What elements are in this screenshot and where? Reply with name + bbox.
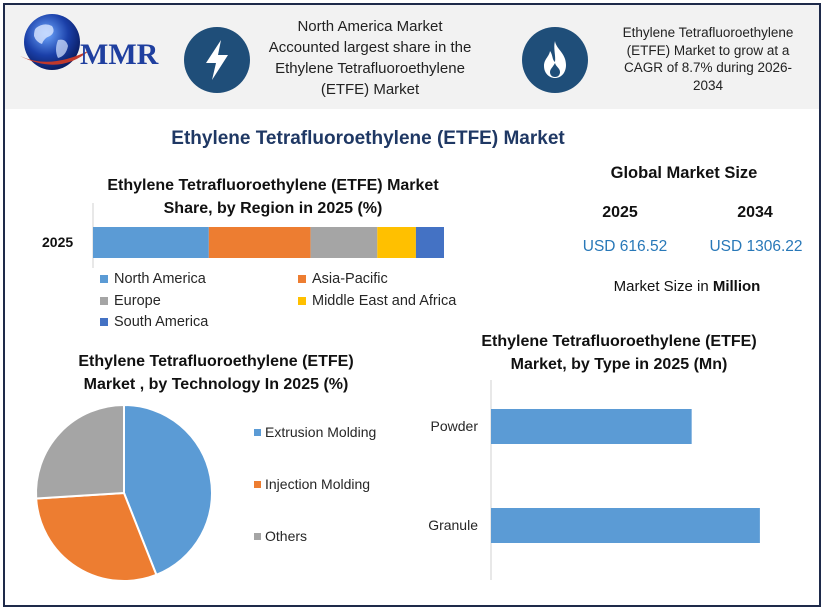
technology-legend-swatch [254, 481, 261, 488]
region-bar-segment [415, 227, 444, 258]
type-category-label: Powder [431, 418, 479, 434]
header-fact-cagr: Ethylene Tetrafluoroethylene (ETFE) Mark… [598, 24, 818, 94]
global-market-year-2025: 2025 [602, 204, 638, 221]
outer-frame [3, 3, 821, 607]
technology-chart-title-line: Market , by Technology In 2025 (%) [83, 376, 349, 393]
region-legend-label: Europe [114, 292, 161, 309]
region-legend-label: North America [114, 271, 206, 287]
global-market-value-2034: USD 1306.22 [709, 238, 803, 255]
region-chart-title: Ethylene Tetrafluoroethylene (ETFE) Mark… [60, 174, 486, 220]
region-chart-title-line: Share, by Region in 2025 (%) [163, 200, 383, 217]
region-legend-item: South America [100, 314, 208, 330]
region-legend-swatch [298, 296, 306, 305]
header-fact-cagr-line: (ETFE) Market to grow at a [626, 42, 790, 58]
header-fact-region-line: Accounted largest share in the [268, 39, 472, 56]
global-market-unit-prefix: Market Size in [613, 278, 713, 295]
type-chart-title-line: Ethylene Tetrafluoroethylene (ETFE) [481, 333, 757, 350]
type-bar-chart: Powder Granule [428, 380, 760, 580]
global-market-unit: Market Size in Million [590, 278, 784, 295]
type-chart-title-line: Market, by Type in 2025 (Mn) [510, 356, 728, 373]
header-fact-region-line: North America Market [297, 18, 443, 35]
technology-legend-label: Injection Molding [265, 476, 370, 492]
technology-legend-label: Others [265, 528, 307, 544]
header-fact-region: North America Market Accounted largest s… [250, 16, 490, 100]
pie-slice [35, 403, 125, 500]
region-legend-label: Middle East and Africa [312, 292, 457, 309]
logo-text: MMR [80, 38, 159, 71]
technology-chart-title: Ethylene Tetrafluoroethylene (ETFE) Mark… [40, 350, 392, 396]
type-category-label: Granule [428, 517, 478, 533]
region-legend-swatch [100, 318, 108, 327]
type-chart-title: Ethylene Tetrafluoroethylene (ETFE) Mark… [430, 330, 808, 376]
header-fact-region-line: Ethylene Tetrafluoroethylene [275, 60, 465, 77]
header-banner [5, 5, 819, 109]
region-legend-item: Europe [100, 293, 161, 309]
region-legend-swatch [100, 275, 108, 284]
region-bar-segment [310, 227, 378, 258]
region-legend-item: Middle East and Africa [298, 293, 456, 309]
technology-chart-title-line: Ethylene Tetrafluoroethylene (ETFE) [78, 353, 354, 370]
pie-slice [123, 403, 213, 577]
region-category-label: 2025 [42, 234, 73, 250]
header-fact-cagr-line: Ethylene Tetrafluoroethylene [622, 25, 794, 40]
header-fact-cagr-line: 2034 [692, 77, 724, 93]
region-bar-segment [377, 227, 416, 258]
page-title: Ethylene Tetrafluoroethylene (ETFE) Mark… [171, 128, 565, 149]
technology-pie-chart: Extrusion Molding Injection Molding Others [35, 403, 376, 582]
header-fact-cagr-line: CAGR of 8.7% during 2026- [623, 60, 793, 75]
header-fact-region-line: (ETFE) Market [320, 81, 420, 98]
type-bar [491, 409, 692, 444]
lightning-icon [184, 27, 250, 93]
region-legend-swatch [100, 296, 108, 305]
pie-slice [35, 491, 158, 582]
globe-icon [20, 14, 90, 70]
region-legend-item: North America [100, 271, 206, 287]
region-bar-segment [93, 227, 209, 258]
technology-legend-swatch [254, 429, 261, 436]
region-legend-label: Asia-Pacific [312, 271, 388, 287]
region-chart-title-line: Ethylene Tetrafluoroethylene (ETFE) Mark… [107, 177, 439, 194]
region-bar-segment [208, 227, 311, 258]
technology-legend-label: Extrusion Molding [265, 424, 376, 440]
region-legend-item: Asia-Pacific [298, 271, 388, 287]
global-market-unit-bold: Million [712, 278, 761, 295]
flame-icon [522, 27, 588, 93]
global-market-value-2025: USD 616.52 [582, 238, 668, 255]
region-legend-label: South America [114, 314, 209, 330]
region-legend-swatch [298, 275, 306, 284]
global-market-year-2034: 2034 [737, 204, 773, 221]
technology-legend-swatch [254, 533, 261, 540]
global-market-title: Global Market Size [610, 164, 758, 182]
type-bar [491, 508, 760, 543]
region-bar-chart: 2025 [42, 203, 444, 268]
